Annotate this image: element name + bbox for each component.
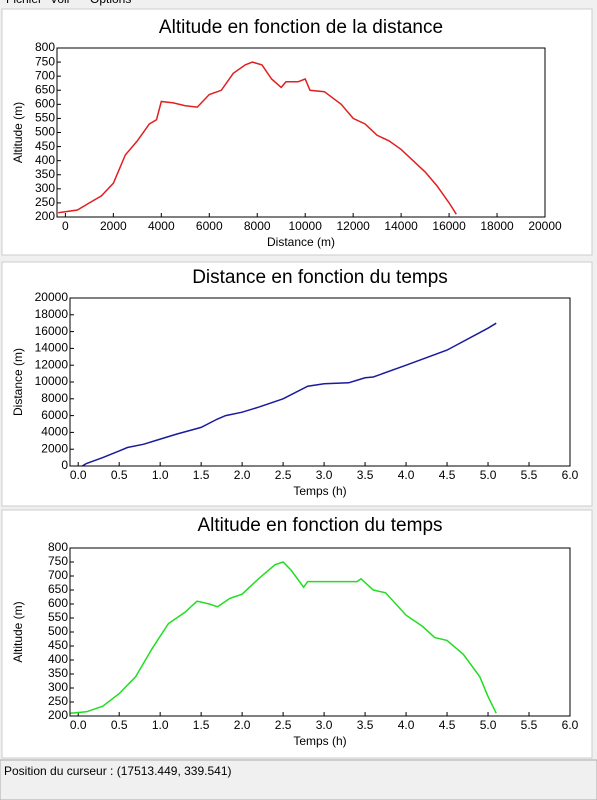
x-tick-label: 12000	[336, 219, 370, 233]
x-tick-label: 2.5	[275, 468, 292, 482]
y-tick-label: 450	[48, 638, 68, 652]
chart-title: Altitude en fonction de la distance	[159, 17, 443, 38]
x-tick-label: 5.0	[480, 468, 497, 482]
plot-frame	[56, 47, 546, 218]
y-tick-label: 250	[48, 694, 68, 708]
plot-frame	[69, 297, 571, 467]
y-tick-label: 2000	[41, 441, 68, 455]
data-line	[81, 322, 497, 467]
y-tick-label: 12000	[35, 357, 69, 371]
y-tick-label: 600	[35, 97, 55, 111]
y-tick-label: 18000	[35, 307, 69, 321]
menu-item[interactable]: Voir	[50, 0, 71, 6]
y-tick-label: 300	[48, 680, 68, 694]
x-axis-label: Temps (h)	[293, 734, 346, 748]
data-line	[58, 61, 457, 215]
x-tick-label: 0.0	[70, 468, 87, 482]
y-axis-label: Distance (m)	[11, 348, 25, 416]
data-line	[69, 561, 497, 714]
plot-frame	[69, 547, 571, 717]
x-tick-label: 1.5	[193, 468, 210, 482]
y-tick-label: 350	[48, 666, 68, 680]
x-tick-label: 0	[62, 219, 69, 233]
chart-panel	[1, 261, 593, 507]
y-tick-label: 650	[35, 82, 55, 96]
chart-title: Altitude en fonction du temps	[197, 515, 442, 536]
status-text: Position du curseur : (17513.449, 339.54…	[4, 764, 231, 778]
x-tick-label: 10000	[289, 219, 323, 233]
x-tick-label: 1.0	[152, 468, 169, 482]
x-tick-label: 2000	[100, 219, 127, 233]
y-tick-label: 0	[61, 458, 68, 472]
y-tick-label: 650	[48, 582, 68, 596]
y-axis-label: Altitude (m)	[11, 102, 25, 163]
y-tick-label: 800	[35, 40, 55, 54]
x-tick-label: 1.5	[193, 718, 210, 732]
y-tick-label: 400	[35, 153, 55, 167]
y-tick-label: 14000	[35, 341, 69, 355]
y-tick-label: 20000	[35, 290, 69, 304]
x-tick-label: 2.0	[234, 468, 251, 482]
x-tick-label: 5.5	[521, 718, 538, 732]
x-tick-label: 3.0	[316, 718, 333, 732]
y-tick-label: 550	[48, 610, 68, 624]
x-tick-label: 3.5	[357, 718, 374, 732]
y-tick-label: 700	[35, 68, 55, 82]
x-tick-label: 16000	[432, 219, 466, 233]
x-tick-label: 1.0	[152, 718, 169, 732]
x-axis-label: Temps (h)	[293, 484, 346, 498]
y-tick-label: 250	[35, 195, 55, 209]
y-tick-label: 400	[48, 652, 68, 666]
x-tick-label: 18000	[480, 219, 514, 233]
y-tick-label: 200	[35, 209, 55, 223]
chart-panel	[1, 509, 593, 759]
x-tick-label: 4.5	[439, 468, 456, 482]
y-tick-label: 10000	[35, 374, 69, 388]
x-tick-label: 4000	[148, 219, 175, 233]
chart-panel	[1, 8, 593, 256]
y-tick-label: 350	[35, 167, 55, 181]
x-tick-label: 6.0	[562, 718, 579, 732]
status-bar	[0, 759, 597, 800]
x-tick-label: 8000	[244, 219, 271, 233]
x-tick-label: 6000	[196, 219, 223, 233]
x-tick-label: 14000	[384, 219, 418, 233]
x-tick-label: 4.0	[398, 468, 415, 482]
y-tick-label: 300	[35, 181, 55, 195]
y-tick-label: 500	[48, 624, 68, 638]
x-tick-label: 3.0	[316, 468, 333, 482]
x-tick-label: 0.0	[70, 718, 87, 732]
chart-title: Distance en fonction du temps	[192, 267, 448, 288]
y-tick-label: 6000	[41, 408, 68, 422]
y-tick-label: 550	[35, 111, 55, 125]
x-tick-label: 0.5	[111, 718, 128, 732]
y-tick-label: 750	[48, 554, 68, 568]
x-tick-label: 6.0	[562, 468, 579, 482]
y-tick-label: 200	[48, 708, 68, 722]
menu-item[interactable]: Options	[90, 0, 131, 6]
menu-item[interactable]: Fichier	[6, 0, 42, 6]
y-tick-label: 600	[48, 596, 68, 610]
x-tick-label: 0.5	[111, 468, 128, 482]
y-tick-label: 8000	[41, 391, 68, 405]
x-tick-label: 2.5	[275, 718, 292, 732]
x-tick-label: 3.5	[357, 468, 374, 482]
y-tick-label: 700	[48, 568, 68, 582]
y-axis-label: Altitude (m)	[11, 601, 25, 662]
x-tick-label: 4.0	[398, 718, 415, 732]
x-tick-label: 20000	[528, 219, 562, 233]
y-tick-label: 4000	[41, 425, 68, 439]
x-tick-label: 4.5	[439, 718, 456, 732]
x-tick-label: 5.5	[521, 468, 538, 482]
x-axis-label: Distance (m)	[267, 235, 335, 249]
y-tick-label: 500	[35, 125, 55, 139]
y-tick-label: 16000	[35, 324, 69, 338]
y-tick-label: 750	[35, 54, 55, 68]
x-tick-label: 5.0	[480, 718, 497, 732]
y-tick-label: 800	[48, 540, 68, 554]
y-tick-label: 450	[35, 139, 55, 153]
x-tick-label: 2.0	[234, 718, 251, 732]
